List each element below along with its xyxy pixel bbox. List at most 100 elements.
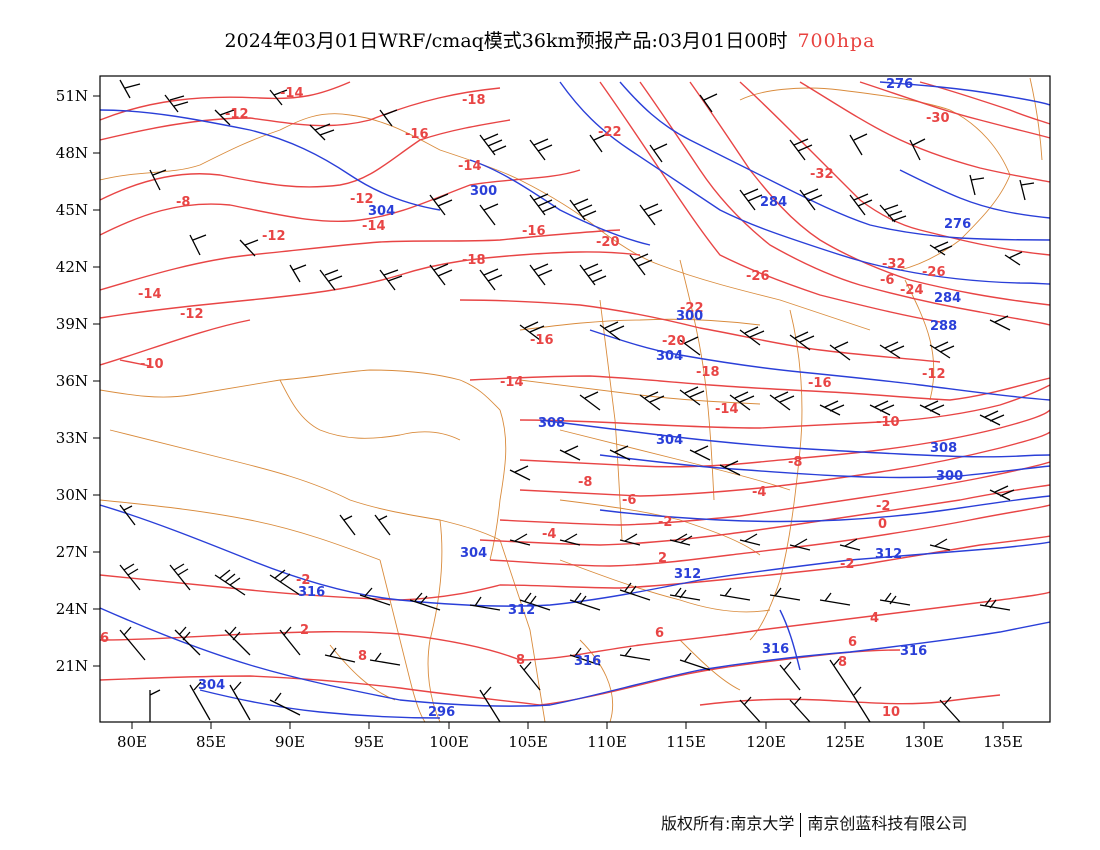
height-contour-label: 312: [674, 567, 701, 582]
temperature-labels: -14 -12 -16 -18 -22 -30 -14 -8 -12 -14 -…: [100, 86, 950, 720]
temperature-contour-label: -22: [680, 301, 704, 316]
lat-label: 45N: [56, 201, 88, 219]
pressure-level: 700hpa: [797, 30, 876, 52]
boundaries: [100, 77, 1043, 722]
temperature-contour-label: 8: [358, 649, 367, 664]
temperature-contour-label: -2: [876, 499, 890, 514]
lon-label: 130E: [904, 733, 944, 751]
isotherms: [100, 81, 1050, 706]
temperature-contour-label: -32: [882, 257, 906, 272]
lat-label: 21N: [56, 657, 88, 675]
temperature-contour-label: 6: [848, 635, 857, 650]
temperature-contour-label: -8: [788, 455, 802, 470]
temperature-contour-label: 6: [100, 631, 109, 646]
temperature-contour-label: -26: [746, 269, 770, 284]
temperature-contour-label: -18: [462, 253, 486, 268]
temperature-contour-label: 2: [658, 551, 667, 566]
height-contour-label: 304: [656, 349, 683, 364]
lat-label: 39N: [56, 315, 88, 333]
lat-label: 51N: [56, 87, 88, 105]
lon-label: 110E: [587, 733, 627, 751]
temperature-contour-label: 0: [878, 517, 887, 532]
lat-label: 42N: [56, 258, 88, 276]
height-contour-label: 316: [298, 585, 325, 600]
height-contour-label: 288: [930, 319, 957, 334]
lat-label: 33N: [56, 429, 88, 447]
temperature-contour-label: -18: [462, 93, 486, 108]
temperature-contour-label: -32: [810, 167, 834, 182]
temperature-contour-label: -6: [880, 273, 894, 288]
height-contour-label: 312: [508, 603, 535, 618]
temperature-contour-label: -14: [280, 86, 304, 101]
temperature-contour-label: 8: [838, 655, 847, 670]
temperature-contour-label: -26: [922, 265, 946, 280]
height-contour-label: 308: [538, 416, 565, 431]
height-contour-label: 296: [428, 705, 455, 720]
temperature-contour-label: -12: [225, 107, 249, 122]
lat-label: 24N: [56, 600, 88, 618]
temperature-contour-label: -12: [922, 367, 946, 382]
lat-label: 27N: [56, 543, 88, 561]
height-contour-label: 300: [676, 309, 703, 324]
height-contour-label: 284: [760, 195, 787, 210]
lat-label: 48N: [56, 144, 88, 162]
height-contour-label: 308: [930, 441, 957, 456]
height-labels: 276 300 304 284 276 284 288 300 304 308 …: [198, 77, 971, 720]
lon-label: 125E: [825, 733, 865, 751]
copyright-separator: [800, 812, 802, 837]
map-title: 2024年03月01日WRF/cmaq模式36km预报产品:03月01日00时 7…: [0, 26, 1100, 53]
lon-label: 105E: [508, 733, 548, 751]
height-contour-label: 304: [368, 204, 395, 219]
temperature-contour-label: -6: [622, 493, 636, 508]
temperature-contour-label: -22: [598, 125, 622, 140]
lon-label: 135E: [983, 733, 1023, 751]
height-contour-label: 304: [198, 678, 225, 693]
temperature-contour-label: 10: [882, 705, 900, 720]
height-contour-label: 276: [886, 77, 913, 92]
map-content: -14 -12 -16 -18 -22 -30 -14 -8 -12 -14 -…: [100, 77, 1050, 722]
temperature-contour-label: -14: [458, 159, 482, 174]
temperature-contour-label: -12: [350, 192, 374, 207]
lat-label: 36N: [56, 372, 88, 390]
temperature-contour-label: -16: [405, 127, 429, 142]
temperature-contour-label: -30: [926, 111, 950, 126]
height-contour-label: 316: [900, 644, 927, 659]
height-contour-label: 312: [875, 547, 902, 562]
lon-label: 120E: [746, 733, 786, 751]
map-frame: [99, 75, 1051, 723]
wind-barbs: [119, 79, 1035, 722]
copyright-partner: 南京创蓝科技有限公司: [807, 814, 968, 833]
temperature-contour-label: -16: [808, 376, 832, 391]
lon-label: 85E: [196, 733, 226, 751]
height-contour-label: 304: [460, 546, 487, 561]
lon-label: 80E: [117, 733, 147, 751]
temperature-contour-label: -8: [176, 195, 190, 210]
height-contours: [100, 81, 1050, 719]
temperature-contour-label: -14: [500, 375, 524, 390]
temperature-contour-label: -10: [876, 415, 900, 430]
copyright-owner: 版权所有:南京大学: [661, 814, 795, 833]
temperature-contour-label: -14: [715, 402, 739, 417]
temperature-contour-label: -14: [138, 287, 162, 302]
temperature-contour-label: -4: [542, 527, 556, 542]
height-contour-label: 304: [656, 433, 683, 448]
temperature-contour-label: -12: [262, 229, 286, 244]
height-contour-label: 284: [934, 291, 961, 306]
height-contour-label: 316: [574, 654, 601, 669]
temperature-contour-label: -14: [362, 219, 386, 234]
temperature-contour-label: -18: [696, 365, 720, 380]
temperature-contour-label: -16: [530, 333, 554, 348]
temperature-contour-label: -24: [900, 283, 924, 298]
temperature-contour-label: -20: [596, 235, 620, 250]
temperature-contour-label: -20: [662, 334, 686, 349]
temperature-contour-label: -2: [840, 557, 854, 572]
temperature-contour-label: -10: [140, 357, 164, 372]
lat-label: 30N: [56, 486, 88, 504]
height-contour-label: 276: [944, 217, 971, 232]
lon-label: 90E: [275, 733, 305, 751]
lon-label: 100E: [429, 733, 469, 751]
temperature-contour-label: -4: [752, 485, 766, 500]
temperature-contour-label: 8: [516, 653, 525, 668]
height-contour-label: 300: [936, 469, 963, 484]
